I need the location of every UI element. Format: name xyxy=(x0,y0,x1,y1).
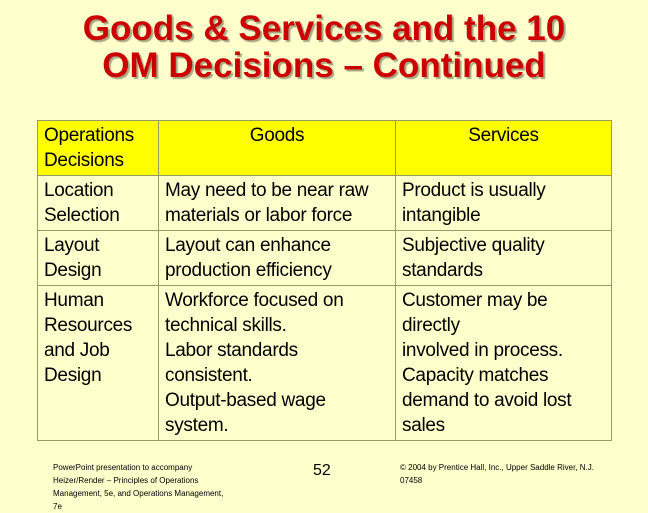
cell-line: involved in process. xyxy=(402,340,563,361)
cell-line: sales xyxy=(402,415,445,436)
services-cell: Subjective quality standards xyxy=(395,230,612,286)
header-goods: Goods xyxy=(158,120,396,176)
cell-line: Layout xyxy=(44,235,100,256)
goods-cell: Layout can enhance production efficiency xyxy=(158,230,396,286)
cell-line: Design xyxy=(44,365,102,386)
cell-line: Layout can enhance xyxy=(165,235,331,256)
cell-line: Workforce focused on xyxy=(165,290,344,311)
slide-title-line-1: Goods & Services and the 10 xyxy=(82,9,566,48)
footer-line: PowerPoint presentation to accompany xyxy=(53,463,193,472)
header-text: Operations xyxy=(44,125,134,146)
services-cell: Customer may be directly involved in pro… xyxy=(395,285,612,441)
cell-line: demand to avoid lost xyxy=(402,390,572,411)
footer-line: 7e xyxy=(53,502,62,511)
cell-line: technical skills. xyxy=(165,315,287,336)
header-text: Decisions xyxy=(44,150,124,171)
decision-cell: Location Selection xyxy=(37,175,159,231)
slide-title-line-2: OM Decisions – Continued xyxy=(102,46,546,85)
services-cell: Product is usually intangible xyxy=(395,175,612,231)
footer-credit: PowerPoint presentation to accompany Hei… xyxy=(53,461,263,513)
cell-line: May need to be near raw xyxy=(165,180,369,201)
cell-line: Product is usually xyxy=(402,180,546,201)
cell-line: Resources xyxy=(44,315,133,336)
decision-cell: Human Resources and Job Design xyxy=(37,285,159,441)
cell-line: Subjective quality xyxy=(402,235,545,256)
cell-line: Design xyxy=(44,260,102,281)
cell-line: materials or labor force xyxy=(165,205,353,226)
goods-cell: May need to be near raw materials or lab… xyxy=(158,175,396,231)
cell-line: intangible xyxy=(402,205,481,226)
footer-line: Heizer/Render – Principles of Operations xyxy=(53,476,199,485)
footer-line: 07458 xyxy=(400,476,423,485)
decision-cell: Layout Design xyxy=(37,230,159,286)
table-row: Location Selection May need to be near r… xyxy=(37,175,612,231)
header-services: Services xyxy=(395,120,612,176)
cell-line: Selection xyxy=(44,205,120,226)
footer-copyright: © 2004 by Prentice Hall, Inc., Upper Sad… xyxy=(400,461,640,487)
cell-line: Output-based wage system. xyxy=(165,390,326,436)
slide-title: Goods & Services and the 10 OM Decisions… xyxy=(0,10,648,84)
cell-line: Customer may be directly xyxy=(402,290,548,336)
footer-line: © 2004 by Prentice Hall, Inc., Upper Sad… xyxy=(400,463,594,472)
header-operations-decisions: Operations Decisions xyxy=(37,120,159,176)
table-row: Layout Design Layout can enhance product… xyxy=(37,230,612,286)
table-header-row: Operations Decisions Goods Services xyxy=(37,120,612,176)
cell-line: Location xyxy=(44,180,114,201)
cell-line: Human xyxy=(44,290,104,311)
cell-line: production efficiency xyxy=(165,260,332,281)
page-number: 52 xyxy=(313,462,331,479)
cell-line: Capacity matches xyxy=(402,365,549,386)
footer-line: Management, 5e, and Operations Managemen… xyxy=(53,489,224,498)
cell-line: and Job xyxy=(44,340,110,361)
table-row: Human Resources and Job Design Workforce… xyxy=(37,285,612,441)
cell-line: standards xyxy=(402,260,483,281)
goods-cell: Workforce focused on technical skills. L… xyxy=(158,285,396,441)
cell-line: Labor standards consistent. xyxy=(165,340,298,386)
om-decisions-table: Operations Decisions Goods Services Loca… xyxy=(37,120,612,441)
